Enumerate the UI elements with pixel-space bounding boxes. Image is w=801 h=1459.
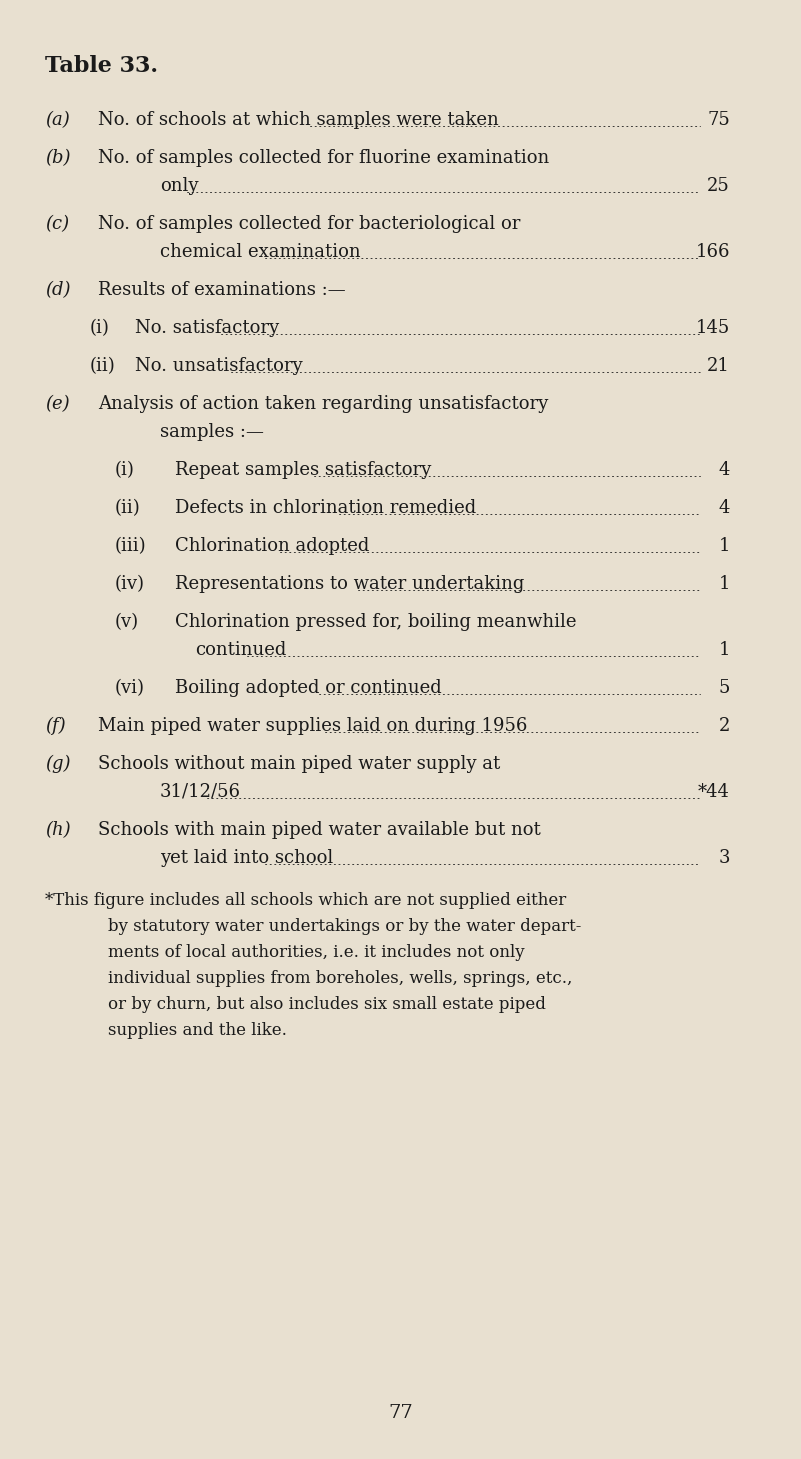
Text: No. of samples collected for bacteriological or: No. of samples collected for bacteriolog…	[98, 214, 521, 233]
Text: only: only	[160, 177, 199, 196]
Text: 31/12/56: 31/12/56	[160, 783, 241, 801]
Text: Chlorination adopted: Chlorination adopted	[175, 537, 369, 554]
Text: 3: 3	[718, 849, 730, 867]
Text: or by churn, but also includes six small estate piped: or by churn, but also includes six small…	[108, 996, 545, 1013]
Text: (a): (a)	[45, 111, 70, 128]
Text: Results of examinations :—: Results of examinations :—	[98, 282, 345, 299]
Text: No. satisfactory: No. satisfactory	[135, 320, 279, 337]
Text: Schools without main piped water supply at: Schools without main piped water supply …	[98, 754, 501, 773]
Text: (e): (e)	[45, 395, 70, 413]
Text: Chlorination pressed for, boiling meanwhile: Chlorination pressed for, boiling meanwh…	[175, 613, 577, 630]
Text: 166: 166	[695, 244, 730, 261]
Text: No. of samples collected for fluorine examination: No. of samples collected for fluorine ex…	[98, 149, 549, 166]
Text: Analysis of action taken regarding unsatisfactory: Analysis of action taken regarding unsat…	[98, 395, 548, 413]
Text: *This figure includes all schools which are not supplied either: *This figure includes all schools which …	[45, 891, 566, 909]
Text: 75: 75	[707, 111, 730, 128]
Text: (iv): (iv)	[115, 575, 145, 592]
Text: by statutory water undertakings or by the water depart-: by statutory water undertakings or by th…	[108, 918, 582, 935]
Text: 145: 145	[696, 320, 730, 337]
Text: individual supplies from boreholes, wells, springs, etc.,: individual supplies from boreholes, well…	[108, 970, 573, 986]
Text: 4: 4	[718, 499, 730, 516]
Text: (h): (h)	[45, 821, 70, 839]
Text: (v): (v)	[115, 613, 139, 630]
Text: (b): (b)	[45, 149, 70, 166]
Text: 1: 1	[718, 575, 730, 592]
Text: No. unsatisfactory: No. unsatisfactory	[135, 357, 303, 375]
Text: 2: 2	[718, 716, 730, 735]
Text: samples :—: samples :—	[160, 423, 264, 441]
Text: Repeat samples satisfactory: Repeat samples satisfactory	[175, 461, 431, 479]
Text: Main piped water supplies laid on during 1956: Main piped water supplies laid on during…	[98, 716, 527, 735]
Text: Boiling adopted or continued: Boiling adopted or continued	[175, 678, 441, 697]
Text: (i): (i)	[115, 461, 135, 479]
Text: 25: 25	[707, 177, 730, 196]
Text: 21: 21	[707, 357, 730, 375]
Text: *44: *44	[698, 783, 730, 801]
Text: ments of local authorities, i.e. it includes not only: ments of local authorities, i.e. it incl…	[108, 944, 525, 961]
Text: No. of schools at which samples were taken: No. of schools at which samples were tak…	[98, 111, 499, 128]
Text: (g): (g)	[45, 754, 70, 773]
Text: (iii): (iii)	[115, 537, 147, 554]
Text: 1: 1	[718, 537, 730, 554]
Text: supplies and the like.: supplies and the like.	[108, 1021, 287, 1039]
Text: (i): (i)	[90, 320, 110, 337]
Text: chemical examination: chemical examination	[160, 244, 360, 261]
Text: Defects in chlorination remedied: Defects in chlorination remedied	[175, 499, 477, 516]
Text: (vi): (vi)	[115, 678, 145, 697]
Text: (d): (d)	[45, 282, 70, 299]
Text: (c): (c)	[45, 214, 69, 233]
Text: (f): (f)	[45, 716, 66, 735]
Text: yet laid into school: yet laid into school	[160, 849, 333, 867]
Text: 1: 1	[718, 641, 730, 659]
Text: (ii): (ii)	[90, 357, 116, 375]
Text: 77: 77	[388, 1404, 413, 1423]
Text: Table 33.: Table 33.	[45, 55, 158, 77]
Text: (ii): (ii)	[115, 499, 141, 516]
Text: 5: 5	[718, 678, 730, 697]
Text: continued: continued	[195, 641, 287, 659]
Text: Representations to water undertaking: Representations to water undertaking	[175, 575, 525, 592]
Text: 4: 4	[718, 461, 730, 479]
Text: Schools with main piped water available but not: Schools with main piped water available …	[98, 821, 541, 839]
